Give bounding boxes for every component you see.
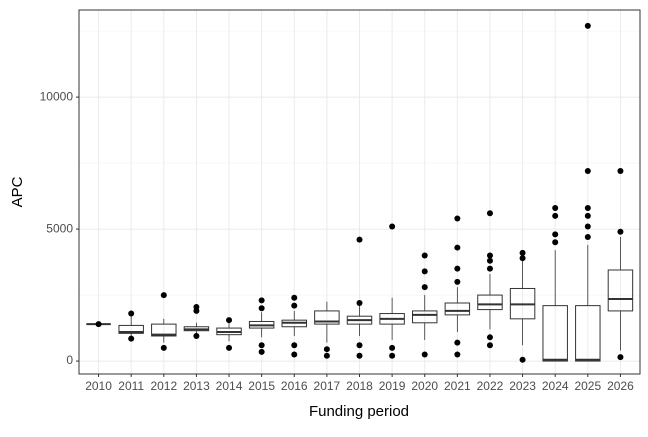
x-tick-label: 2016 — [281, 379, 308, 393]
outlier-point — [454, 339, 461, 346]
outlier-point — [226, 317, 233, 324]
outlier-point — [454, 244, 461, 251]
outlier-point — [389, 223, 396, 230]
outlier-point — [552, 231, 559, 238]
outlier-point — [552, 204, 559, 211]
box — [151, 323, 177, 337]
x-tick-label: 2013 — [183, 379, 210, 393]
outlier-point — [486, 252, 493, 259]
outlier-point — [291, 294, 298, 301]
x-tick-label: 2012 — [150, 379, 177, 393]
outlier-point — [486, 334, 493, 341]
outlier-point — [356, 299, 363, 306]
outlier-point — [226, 344, 233, 351]
outlier-point — [486, 342, 493, 349]
outlier-point — [291, 302, 298, 309]
outlier-point — [552, 239, 559, 246]
outlier-point — [454, 265, 461, 272]
x-tick-label: 2017 — [314, 379, 341, 393]
x-tick-label: 2011 — [118, 379, 144, 393]
panel-border — [78, 9, 641, 375]
outlier-point — [421, 252, 428, 259]
outlier-point — [519, 356, 526, 363]
outlier-point — [519, 255, 526, 262]
outlier-point — [356, 236, 363, 243]
box — [412, 310, 438, 324]
box — [444, 302, 471, 316]
outlier-point — [356, 352, 363, 359]
y-tick-label: 5000 — [46, 221, 73, 235]
outlier-point — [617, 354, 624, 361]
outlier-point — [258, 297, 265, 304]
outlier-point — [584, 204, 591, 211]
outlier-point — [617, 228, 624, 235]
box — [477, 294, 503, 311]
outlier-point — [389, 352, 396, 359]
outlier-point — [323, 346, 330, 353]
y-tick-label: 10000 — [40, 89, 74, 103]
outlier-point — [584, 168, 591, 175]
outlier-point — [291, 351, 298, 358]
outlier-point — [193, 303, 200, 310]
outlier-point — [258, 305, 265, 312]
outlier-point — [584, 234, 591, 241]
x-tick-label: 2014 — [216, 379, 243, 393]
outlier-point — [519, 249, 526, 256]
outlier-point — [323, 352, 330, 359]
box — [118, 324, 144, 334]
outlier-point — [584, 22, 591, 29]
outlier-point — [584, 223, 591, 230]
outlier-point — [617, 168, 624, 175]
outlier-point — [128, 310, 135, 317]
box — [575, 305, 601, 362]
x-tick-label: 2026 — [607, 379, 634, 393]
y-axis-title: APC — [9, 176, 26, 207]
outlier-point — [421, 268, 428, 275]
outlier-point — [454, 278, 461, 285]
outlier-point — [356, 342, 363, 349]
outlier-point — [584, 212, 591, 219]
outlier-point — [486, 210, 493, 217]
y-tick-label: 0 — [66, 353, 73, 367]
outlier-point — [552, 212, 559, 219]
outlier-point — [160, 292, 167, 299]
x-tick-label: 2010 — [85, 379, 112, 393]
x-tick-label: 2019 — [379, 379, 406, 393]
x-tick-label: 2023 — [509, 379, 536, 393]
outlier-point — [421, 351, 428, 358]
x-tick-label: 2020 — [411, 379, 438, 393]
outlier-point — [454, 351, 461, 358]
box — [542, 305, 568, 362]
x-tick-label: 2025 — [574, 379, 601, 393]
outlier-point — [389, 344, 396, 351]
outlier-point — [454, 215, 461, 222]
outlier-point — [193, 332, 200, 339]
outlier-point — [258, 342, 265, 349]
box — [314, 310, 340, 325]
outlier-point — [291, 342, 298, 349]
box — [607, 269, 634, 312]
outlier-point — [128, 335, 135, 342]
x-tick-label: 2024 — [542, 379, 569, 393]
outlier-point — [258, 348, 265, 355]
x-tick-label: 2015 — [248, 379, 275, 393]
outlier-point — [421, 284, 428, 291]
outlier-point — [95, 321, 102, 328]
outlier-point — [160, 344, 167, 351]
x-axis-title: Funding period — [309, 403, 409, 420]
x-tick-label: 2018 — [346, 379, 373, 393]
outlier-point — [486, 265, 493, 272]
x-tick-label: 2022 — [477, 379, 504, 393]
x-tick-label: 2021 — [444, 379, 471, 393]
outlier-point — [486, 257, 493, 264]
